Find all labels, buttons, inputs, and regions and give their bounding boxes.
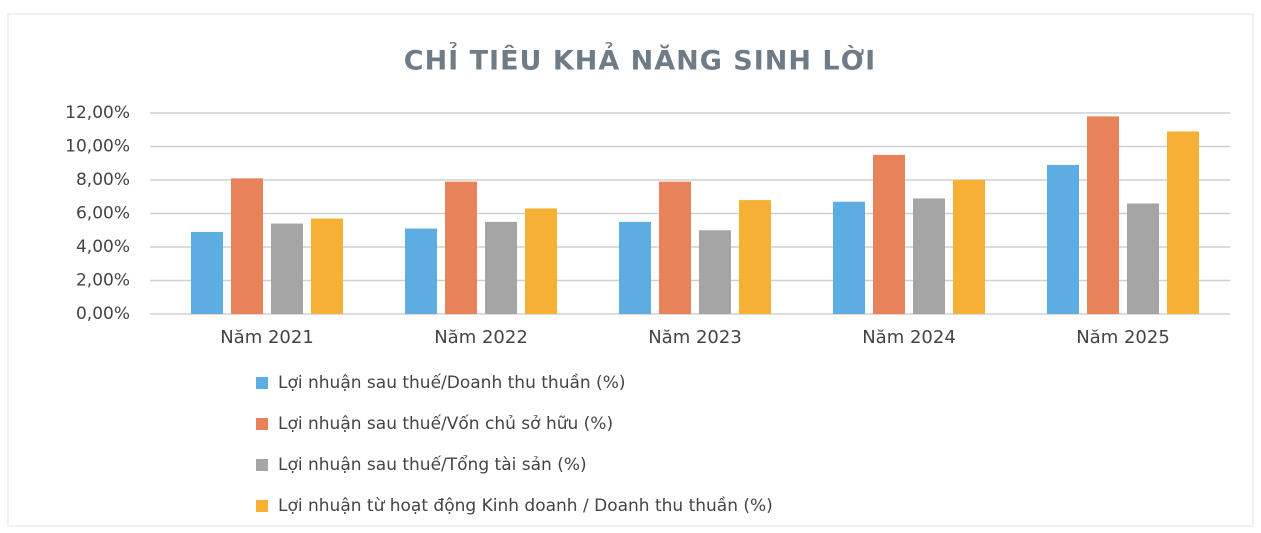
legend-swatch bbox=[256, 500, 268, 512]
legend-swatch bbox=[256, 418, 268, 430]
x-tick-label: Năm 2022 bbox=[434, 327, 528, 348]
legend-label: Lợi nhuận từ hoạt động Kinh doanh / Doan… bbox=[278, 495, 773, 516]
bar bbox=[1167, 131, 1199, 314]
bar bbox=[405, 228, 437, 314]
legend-label: Lợi nhuận sau thuế/Tổng tài sản (%) bbox=[278, 454, 587, 475]
legend-swatch bbox=[256, 459, 268, 471]
bar bbox=[699, 230, 731, 314]
bar bbox=[485, 221, 517, 314]
bar bbox=[873, 154, 905, 314]
bar bbox=[525, 208, 557, 314]
bar bbox=[659, 181, 691, 314]
bar bbox=[311, 218, 343, 314]
chart-title: CHỈ TIÊU KHẢ NĂNG SINH LỜI bbox=[404, 42, 876, 77]
y-tick-label: 10,00% bbox=[65, 137, 130, 157]
y-tick-label: 8,00% bbox=[76, 170, 130, 190]
bar bbox=[191, 231, 223, 314]
bar bbox=[913, 198, 945, 314]
x-tick-label: Năm 2025 bbox=[1076, 327, 1170, 348]
y-tick-label: 0,00% bbox=[76, 304, 130, 324]
bar bbox=[445, 181, 477, 314]
y-tick-label: 4,00% bbox=[76, 237, 130, 257]
legend-swatch bbox=[256, 377, 268, 389]
bar bbox=[833, 201, 865, 314]
x-tick-label: Năm 2023 bbox=[648, 327, 742, 348]
bar bbox=[953, 180, 985, 314]
y-tick-label: 6,00% bbox=[76, 204, 130, 224]
bar bbox=[1087, 116, 1119, 314]
bar bbox=[739, 200, 771, 314]
x-tick-label: Năm 2024 bbox=[862, 327, 956, 348]
y-tick-label: 12,00% bbox=[65, 103, 130, 123]
y-tick-label: 2,00% bbox=[76, 271, 130, 291]
legend-label: Lợi nhuận sau thuế/Doanh thu thuần (%) bbox=[278, 372, 625, 393]
bar bbox=[231, 178, 263, 314]
bar bbox=[271, 223, 303, 314]
bar bbox=[619, 221, 651, 314]
legend-label: Lợi nhuận sau thuế/Vốn chủ sở hữu (%) bbox=[278, 413, 613, 434]
bar bbox=[1127, 203, 1159, 314]
bar bbox=[1047, 164, 1079, 314]
x-tick-label: Năm 2021 bbox=[220, 327, 314, 348]
